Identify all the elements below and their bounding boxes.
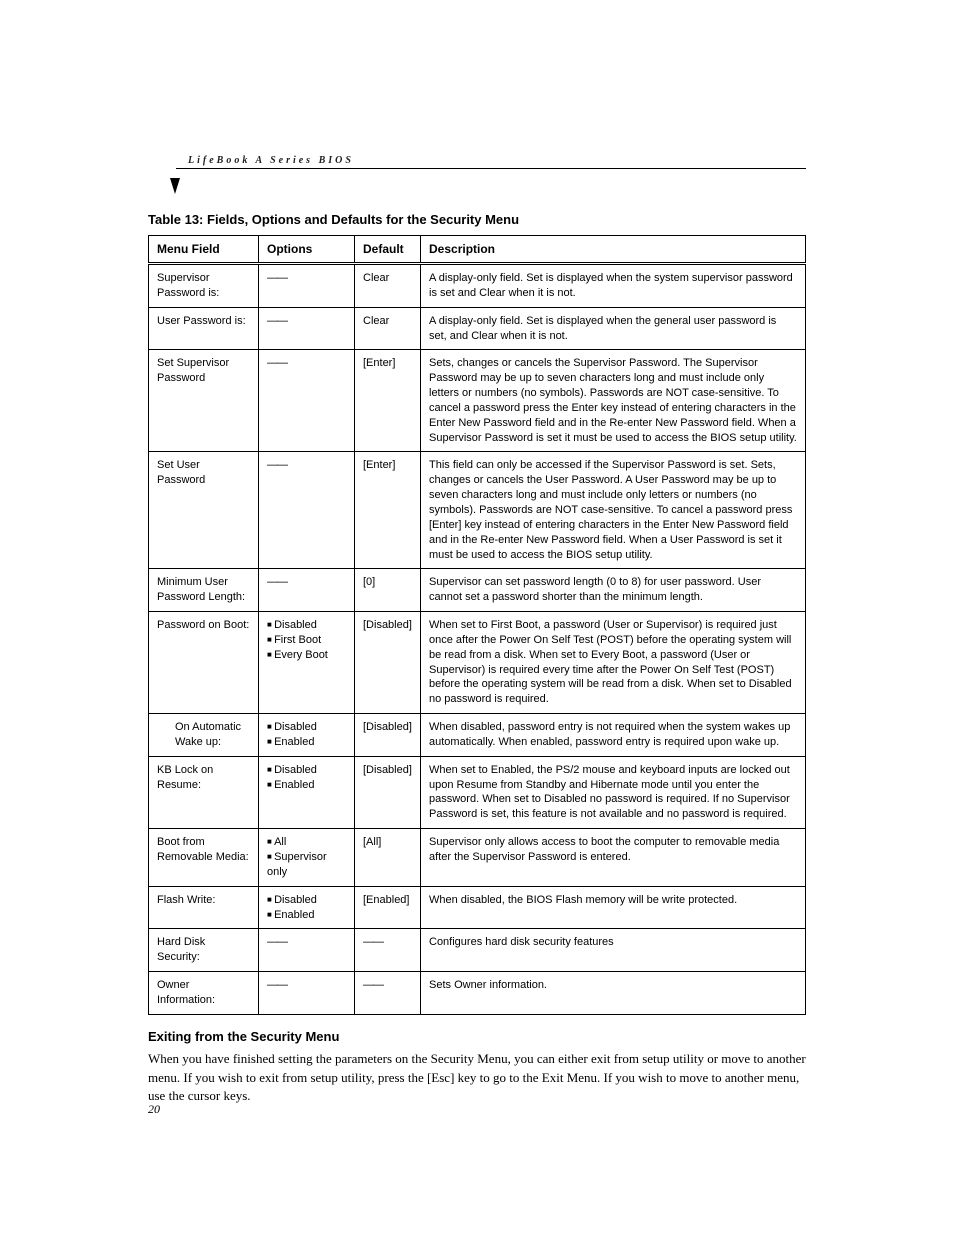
em-dash-icon: —— xyxy=(363,936,383,948)
em-dash-icon: —— xyxy=(267,979,287,991)
table-row: On Automatic Wake up: Disabled Enabled [… xyxy=(149,714,806,757)
cell-default: [Disabled] xyxy=(355,612,421,714)
table-row: Supervisor Password is: —— Clear A displ… xyxy=(149,264,806,308)
cell-description: This field can only be accessed if the S… xyxy=(421,452,806,569)
cell-options: —— xyxy=(259,972,355,1015)
cell-field: Hard Disk Security: xyxy=(149,929,259,972)
em-dash-icon: —— xyxy=(267,459,287,471)
cell-options: All Supervisor only xyxy=(259,829,355,887)
option-item: Disabled xyxy=(267,618,346,633)
cell-options: Disabled Enabled xyxy=(259,714,355,757)
cell-description: When disabled, the BIOS Flash memory wil… xyxy=(421,886,806,929)
col-header-description: Description xyxy=(421,236,806,264)
page-number: 20 xyxy=(148,1102,160,1117)
table-row: Set Supervisor Password —— [Enter] Sets,… xyxy=(149,350,806,452)
cell-default: —— xyxy=(355,972,421,1015)
option-item: First Boot xyxy=(267,633,346,648)
option-item: Every Boot xyxy=(267,648,346,663)
running-header-text: LifeBook A Series BIOS xyxy=(188,155,806,166)
cell-field: On Automatic Wake up: xyxy=(149,714,259,757)
header-arrow-icon xyxy=(170,178,180,194)
em-dash-icon: —— xyxy=(267,936,287,948)
table-row: User Password is: —— Clear A display-onl… xyxy=(149,307,806,350)
option-item: Enabled xyxy=(267,778,346,793)
exit-section-heading: Exiting from the Security Menu xyxy=(148,1029,806,1044)
cell-options: Disabled First Boot Every Boot xyxy=(259,612,355,714)
col-header-options: Options xyxy=(259,236,355,264)
cell-description: A display-only field. Set is displayed w… xyxy=(421,264,806,308)
cell-field: Supervisor Password is: xyxy=(149,264,259,308)
bios-security-table: Menu Field Options Default Description S… xyxy=(148,235,806,1015)
document-page: LifeBook A Series BIOS Table 13: Fields,… xyxy=(0,0,954,1235)
cell-options: —— xyxy=(259,452,355,569)
cell-default: [Enter] xyxy=(355,452,421,569)
option-item: Enabled xyxy=(267,735,346,750)
cell-description: Sets Owner information. xyxy=(421,972,806,1015)
cell-description: When disabled, password entry is not req… xyxy=(421,714,806,757)
table-row: Owner Information: —— —— Sets Owner info… xyxy=(149,972,806,1015)
cell-default: —— xyxy=(355,929,421,972)
cell-options: —— xyxy=(259,264,355,308)
cell-field: Set Supervisor Password xyxy=(149,350,259,452)
cell-default: Clear xyxy=(355,264,421,308)
option-item: Disabled xyxy=(267,893,346,908)
em-dash-icon: —— xyxy=(267,357,287,369)
cell-field: User Password is: xyxy=(149,307,259,350)
cell-default: [Enabled] xyxy=(355,886,421,929)
table-row: Minimum User Password Length: —— [0] Sup… xyxy=(149,569,806,612)
em-dash-icon: —— xyxy=(363,979,383,991)
cell-default: [Disabled] xyxy=(355,756,421,828)
cell-default: [All] xyxy=(355,829,421,887)
table-header-row: Menu Field Options Default Description xyxy=(149,236,806,264)
table-title: Table 13: Fields, Options and Defaults f… xyxy=(148,212,806,227)
table-row: Hard Disk Security: —— —— Configures har… xyxy=(149,929,806,972)
cell-options: —— xyxy=(259,929,355,972)
cell-default: Clear xyxy=(355,307,421,350)
cell-field: KB Lock on Resume: xyxy=(149,756,259,828)
option-item: Disabled xyxy=(267,763,346,778)
table-row: KB Lock on Resume: Disabled Enabled [Dis… xyxy=(149,756,806,828)
cell-default: [0] xyxy=(355,569,421,612)
cell-default: [Enter] xyxy=(355,350,421,452)
cell-description: Sets, changes or cancels the Supervisor … xyxy=(421,350,806,452)
table-row: Flash Write: Disabled Enabled [Enabled] … xyxy=(149,886,806,929)
cell-options: Disabled Enabled xyxy=(259,886,355,929)
cell-options: —— xyxy=(259,307,355,350)
cell-description: A display-only field. Set is displayed w… xyxy=(421,307,806,350)
indented-field: On Automatic Wake up: xyxy=(157,720,250,750)
cell-description: Supervisor only allows access to boot th… xyxy=(421,829,806,887)
cell-description: Configures hard disk security features xyxy=(421,929,806,972)
col-header-default: Default xyxy=(355,236,421,264)
em-dash-icon: —— xyxy=(267,272,287,284)
table-row: Password on Boot: Disabled First Boot Ev… xyxy=(149,612,806,714)
table-row: Boot from Removable Media: All Superviso… xyxy=(149,829,806,887)
cell-description: When set to First Boot, a password (User… xyxy=(421,612,806,714)
exit-section-paragraph: When you have finished setting the param… xyxy=(148,1050,806,1107)
cell-options: Disabled Enabled xyxy=(259,756,355,828)
cell-field: Boot from Removable Media: xyxy=(149,829,259,887)
cell-field: Minimum User Password Length: xyxy=(149,569,259,612)
cell-field: Owner Information: xyxy=(149,972,259,1015)
option-item: Supervisor only xyxy=(267,850,346,880)
header-rule-line xyxy=(176,168,806,169)
cell-options: —— xyxy=(259,350,355,452)
cell-options: —— xyxy=(259,569,355,612)
col-header-menu-field: Menu Field xyxy=(149,236,259,264)
cell-field: Set User Password xyxy=(149,452,259,569)
em-dash-icon: —— xyxy=(267,576,287,588)
option-item: All xyxy=(267,835,346,850)
cell-field: Flash Write: xyxy=(149,886,259,929)
table-row: Set User Password —— [Enter] This field … xyxy=(149,452,806,569)
cell-field: Password on Boot: xyxy=(149,612,259,714)
cell-description: When set to Enabled, the PS/2 mouse and … xyxy=(421,756,806,828)
option-item: Disabled xyxy=(267,720,346,735)
option-item: Enabled xyxy=(267,908,346,923)
em-dash-icon: —— xyxy=(267,315,287,327)
cell-default: [Disabled] xyxy=(355,714,421,757)
cell-description: Supervisor can set password length (0 to… xyxy=(421,569,806,612)
